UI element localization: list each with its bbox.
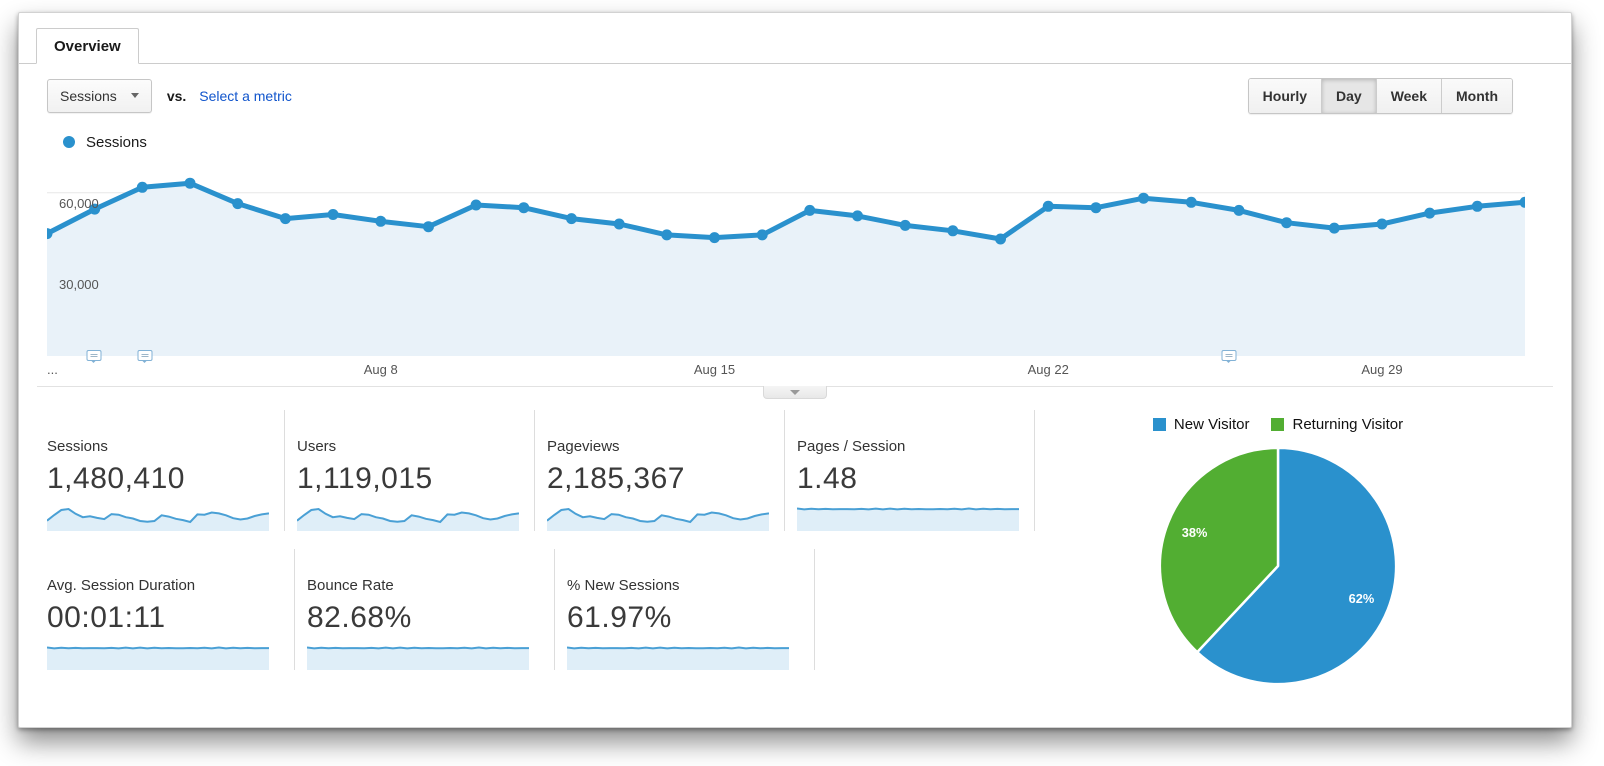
metric-card-avg-session-duration: Avg. Session Duration 00:01:11: [47, 549, 295, 670]
metric-card-sessions: Sessions 1,480,410: [47, 410, 285, 531]
chevron-down-icon: [130, 93, 139, 98]
visitor-type-legend: New Visitor Returning Visitor: [1073, 416, 1483, 433]
metric-cards: Sessions 1,480,410 Users 1,119,015 Pagev…: [47, 410, 1047, 694]
visitor-type-section: New Visitor Returning Visitor 62% 38%: [1073, 410, 1483, 694]
metric-cards-row-1: Sessions 1,480,410 Users 1,119,015 Pagev…: [47, 410, 1047, 531]
legend-dot-icon: [63, 136, 75, 148]
annotation-icon[interactable]: [1221, 350, 1237, 363]
metric-label: Sessions: [47, 438, 108, 455]
x-axis-tick-label: Aug 29: [1361, 362, 1403, 377]
metric-label: Bounce Rate: [307, 577, 394, 594]
tab-bar: Overview: [19, 27, 1571, 64]
new-visitor-swatch-icon: [1152, 418, 1166, 431]
metric-value: 2,185,367: [547, 462, 685, 495]
metric-label: Users: [297, 438, 337, 455]
metric-sparkline: [567, 646, 789, 670]
metric-label: Pages / Session: [797, 438, 906, 455]
metric-value: 82.68%: [307, 601, 412, 634]
chart-divider: [37, 386, 1553, 402]
metric-label: Pageviews: [547, 438, 620, 455]
summary-stats-section: Sessions 1,480,410 Users 1,119,015 Pagev…: [47, 410, 1483, 694]
metric-value: 00:01:11: [47, 601, 166, 634]
chart-toolbar: Sessions vs. Select a metric Hourly Day …: [47, 77, 1513, 114]
y-axis-tick-label: 30,000: [59, 277, 99, 293]
day-button[interactable]: Day: [1321, 78, 1376, 113]
x-axis-tick-label: Aug 22: [1027, 362, 1069, 377]
tab-overview[interactable]: Overview: [36, 28, 139, 64]
metric-dropdown[interactable]: Sessions: [47, 78, 152, 113]
metric-value: 1.48: [797, 462, 858, 495]
metric-card-bounce-rate: Bounce Rate 82.68%: [307, 549, 555, 670]
x-axis-tick-label: Aug 15: [693, 362, 736, 377]
returning-visitor-label: Returning Visitor: [1292, 416, 1404, 433]
legend-item-returning-visitor: Returning Visitor: [1271, 416, 1403, 433]
metric-label: Avg. Session Duration: [47, 577, 196, 594]
metric-value: 61.97%: [567, 601, 672, 634]
metric-dropdown-value: Sessions: [60, 87, 117, 104]
x-axis-tick-label: Aug 8: [363, 362, 398, 377]
metric-sparkline: [307, 646, 529, 670]
annotation-icon[interactable]: [137, 350, 153, 363]
metric-sparkline: [297, 507, 519, 531]
annotation-icon[interactable]: [86, 350, 102, 363]
y-axis-tick-label: 60,000: [59, 195, 99, 211]
x-axis-tick-label: ...: [47, 362, 58, 377]
metric-card-users: Users 1,119,015: [297, 410, 535, 531]
week-button[interactable]: Week: [1375, 78, 1442, 113]
metric-sparkline: [547, 507, 769, 531]
collapse-chart-handle[interactable]: [763, 386, 827, 399]
vs-label: vs.: [166, 87, 187, 104]
new-visitor-label: New Visitor: [1173, 416, 1250, 433]
analytics-overview-panel: Overview Sessions vs. Select a metric Ho…: [18, 12, 1572, 728]
sessions-chart: 60,000 30,000 ... Aug 8 Aug 15 Aug 22 Aug 29: [47, 156, 1525, 382]
sessions-legend: Sessions: [63, 132, 1571, 152]
granularity-button-group: Hourly Day Week Month: [1247, 77, 1513, 114]
svg-text:62%: 62%: [1349, 591, 1375, 606]
metric-cards-row-2: Avg. Session Duration 00:01:11 Bounce Ra…: [47, 549, 1047, 670]
svg-text:38%: 38%: [1182, 525, 1208, 540]
caret-down-icon: [790, 389, 800, 395]
metric-card-percent-new-sessions: % New Sessions 61.97%: [567, 549, 815, 670]
metric-sparkline: [797, 507, 1019, 531]
metric-card-pages-per-session: Pages / Session 1.48: [797, 410, 1035, 531]
legend-label: Sessions: [86, 133, 147, 151]
hourly-button[interactable]: Hourly: [1248, 78, 1321, 113]
metric-label: % New Sessions: [567, 577, 680, 594]
metric-card-pageviews: Pageviews 2,185,367: [547, 410, 785, 531]
metric-sparkline: [47, 507, 269, 531]
sessions-chart-plot: 60,000 30,000: [47, 156, 1525, 363]
month-button[interactable]: Month: [1441, 78, 1512, 113]
visitor-type-pie-chart: 62% 38%: [1158, 446, 1398, 686]
returning-visitor-swatch-icon: [1271, 418, 1285, 431]
metric-value: 1,480,410: [47, 462, 185, 495]
legend-item-new-visitor: New Visitor: [1152, 416, 1250, 433]
metric-value: 1,119,015: [297, 462, 433, 495]
metric-sparkline: [47, 646, 269, 670]
select-metric-link[interactable]: Select a metric: [199, 87, 292, 104]
sessions-line-svg: [47, 177, 1525, 356]
x-axis: ... Aug 8 Aug 15 Aug 22 Aug 29: [47, 359, 1525, 382]
